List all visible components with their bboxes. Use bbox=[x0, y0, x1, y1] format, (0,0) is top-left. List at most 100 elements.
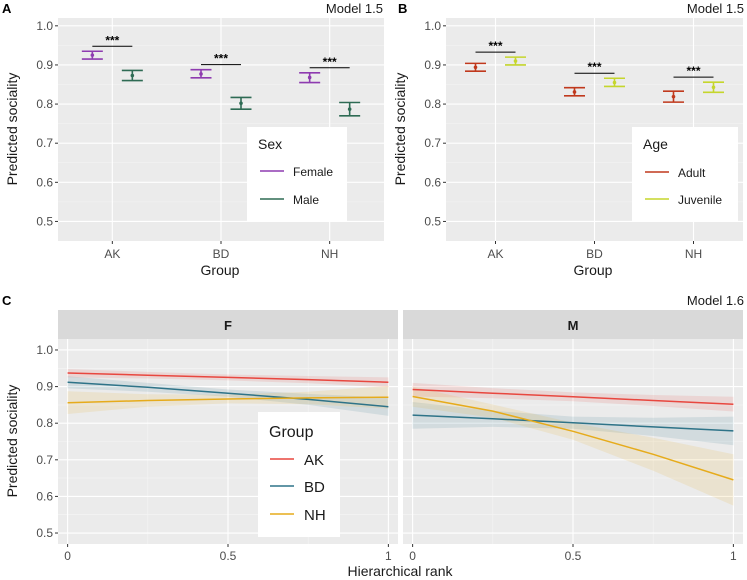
panel-b-significance: *** *** *** bbox=[475, 39, 714, 78]
line-nh-f bbox=[67, 396, 389, 404]
panel-a-model-label: Model 1.5 bbox=[326, 1, 383, 16]
b-errorbar-juvenile bbox=[604, 77, 625, 88]
facet-y-tick-label: 0.5 bbox=[36, 526, 53, 540]
a-errorbar-female bbox=[81, 50, 103, 60]
b-y-tick-label: 0.5 bbox=[424, 214, 441, 228]
facet-x-tick-label: 0 bbox=[64, 549, 71, 563]
b-errorbar-adult bbox=[663, 90, 684, 103]
legend-label-bd: BD bbox=[304, 479, 325, 496]
panel-c-x-ticks: 0 0.5 1 0 0.5 1 bbox=[64, 544, 737, 563]
a-y-tick-label: 0.7 bbox=[36, 136, 53, 150]
panel-a-legend: Sex Female Male bbox=[247, 127, 347, 222]
point-estimate bbox=[130, 73, 135, 78]
point-estimate bbox=[90, 53, 95, 57]
panel-a-significance: *** *** *** bbox=[92, 33, 350, 69]
a-significance-label: *** bbox=[214, 52, 228, 66]
panel-a-legend-title: Sex bbox=[258, 136, 282, 152]
panel-b: B Model 1.5 *** *** *** 0.5 0.6 0.7 0.8 0.9 1.0… bbox=[392, 1, 744, 278]
point-estimate bbox=[307, 75, 312, 80]
ci-band-bd-f bbox=[67, 376, 389, 416]
panel-c-legend-title: Group bbox=[269, 424, 314, 441]
panel-a-y-axis-title: Predicted sociality bbox=[4, 73, 20, 186]
facet-x-tick-label: 0.5 bbox=[220, 549, 237, 563]
panel-c-x-axis-title: Hierarchical rank bbox=[347, 563, 453, 579]
panel-c-y-axis-title: Predicted sociality bbox=[4, 385, 20, 498]
b-y-tick-label: 1.0 bbox=[424, 19, 441, 33]
b-y-tick-label: 0.6 bbox=[424, 175, 441, 189]
a-y-tick-label: 0.8 bbox=[36, 97, 53, 111]
panel-b-x-axis-title: Group bbox=[574, 262, 613, 278]
point-estimate bbox=[473, 65, 478, 70]
facet-y-tick-label: 0.7 bbox=[36, 453, 53, 467]
panel-b-marks bbox=[465, 56, 724, 103]
a-y-tick-label: 1.0 bbox=[36, 19, 53, 33]
a-errorbar-female bbox=[190, 68, 212, 79]
facet-x-tick-label: 1 bbox=[730, 549, 737, 563]
point-estimate bbox=[199, 72, 203, 76]
legend-label-male: Male bbox=[293, 193, 319, 207]
b-significance-label: *** bbox=[686, 64, 700, 78]
point-estimate bbox=[347, 107, 352, 111]
panel-b-legend-box bbox=[632, 127, 738, 222]
ci-band-nh-f bbox=[67, 385, 389, 414]
facet-x-tick-label: 0.5 bbox=[565, 549, 582, 563]
b-x-tick-label: NH bbox=[685, 247, 702, 261]
a-errorbar-male bbox=[339, 101, 361, 117]
panel-a-x-axis-title: Group bbox=[201, 262, 240, 278]
a-significance-label: *** bbox=[323, 55, 337, 69]
facet-label-f: F bbox=[224, 318, 232, 333]
b-errorbar-juvenile bbox=[505, 56, 526, 66]
panel-b-y-ticks: 0.5 0.6 0.7 0.8 0.9 1.0 bbox=[424, 19, 446, 228]
a-x-tick-label: NH bbox=[321, 247, 338, 261]
b-significance-label: *** bbox=[587, 60, 601, 74]
facet-strip-m bbox=[403, 310, 743, 339]
line-bd-m bbox=[412, 414, 734, 432]
b-y-tick-label: 0.9 bbox=[424, 58, 441, 72]
a-errorbar-male bbox=[230, 96, 252, 110]
facet-x-tick-label: 1 bbox=[385, 549, 392, 563]
legend-label-nh: NH bbox=[304, 507, 326, 524]
facet-y-tick-label: 1.0 bbox=[36, 343, 53, 357]
b-x-tick-label: AK bbox=[487, 247, 503, 261]
panel-a: A Model 1.5 *** *** *** 0.5 0.6 0.7 0.8 0.9 1.0… bbox=[2, 1, 384, 278]
panel-c-legend: Group AK BD NH bbox=[258, 412, 340, 537]
a-x-tick-label: BD bbox=[213, 247, 230, 261]
b-errorbar-juvenile bbox=[703, 81, 724, 94]
b-y-tick-label: 0.7 bbox=[424, 136, 441, 150]
facet-y-tick-label: 0.8 bbox=[36, 416, 53, 430]
point-estimate bbox=[572, 90, 577, 94]
point-estimate bbox=[239, 101, 243, 106]
legend-label-ak: AK bbox=[304, 452, 324, 469]
ci-band-nh-m bbox=[412, 386, 734, 506]
a-errorbar-female bbox=[299, 71, 321, 84]
panel-c-legend-box bbox=[258, 412, 340, 537]
panel-c-lines bbox=[67, 372, 734, 481]
panel-c: C Model 1.6 F M 0.5 0.6 0.7 0.8 0.9 1.0 0 0.5 1… bbox=[2, 293, 744, 579]
panel-c-gridlines bbox=[58, 339, 743, 544]
facet-y-tick-label: 0.6 bbox=[36, 489, 53, 503]
panel-b-x-ticks: AK BD NH bbox=[487, 241, 702, 261]
ci-band-bd-m bbox=[412, 402, 734, 446]
panel-a-legend-box bbox=[247, 127, 347, 222]
a-y-tick-label: 0.5 bbox=[36, 214, 53, 228]
panel-c-model-label: Model 1.6 bbox=[687, 293, 744, 308]
panel-c-y-ticks: 0.5 0.6 0.7 0.8 0.9 1.0 bbox=[36, 343, 58, 540]
a-x-tick-label: AK bbox=[104, 247, 120, 261]
point-estimate bbox=[612, 80, 617, 85]
b-errorbar-adult bbox=[465, 62, 486, 73]
line-bd-f bbox=[67, 381, 389, 408]
panel-a-letter: A bbox=[2, 1, 12, 16]
panel-a-y-ticks: 0.5 0.6 0.7 0.8 0.9 1.0 bbox=[36, 19, 58, 228]
legend-label-adult: Adult bbox=[678, 166, 706, 180]
line-ak-f bbox=[67, 372, 389, 383]
legend-label-female: Female bbox=[293, 165, 333, 179]
panel-b-model-label: Model 1.5 bbox=[687, 1, 744, 16]
b-errorbar-adult bbox=[564, 86, 585, 97]
a-errorbar-male bbox=[121, 69, 143, 82]
facet-strip-f bbox=[58, 310, 398, 339]
panel-b-letter: B bbox=[398, 1, 407, 16]
point-estimate bbox=[513, 59, 518, 63]
line-nh-m bbox=[412, 395, 734, 481]
panel-c-letter: C bbox=[2, 293, 12, 308]
